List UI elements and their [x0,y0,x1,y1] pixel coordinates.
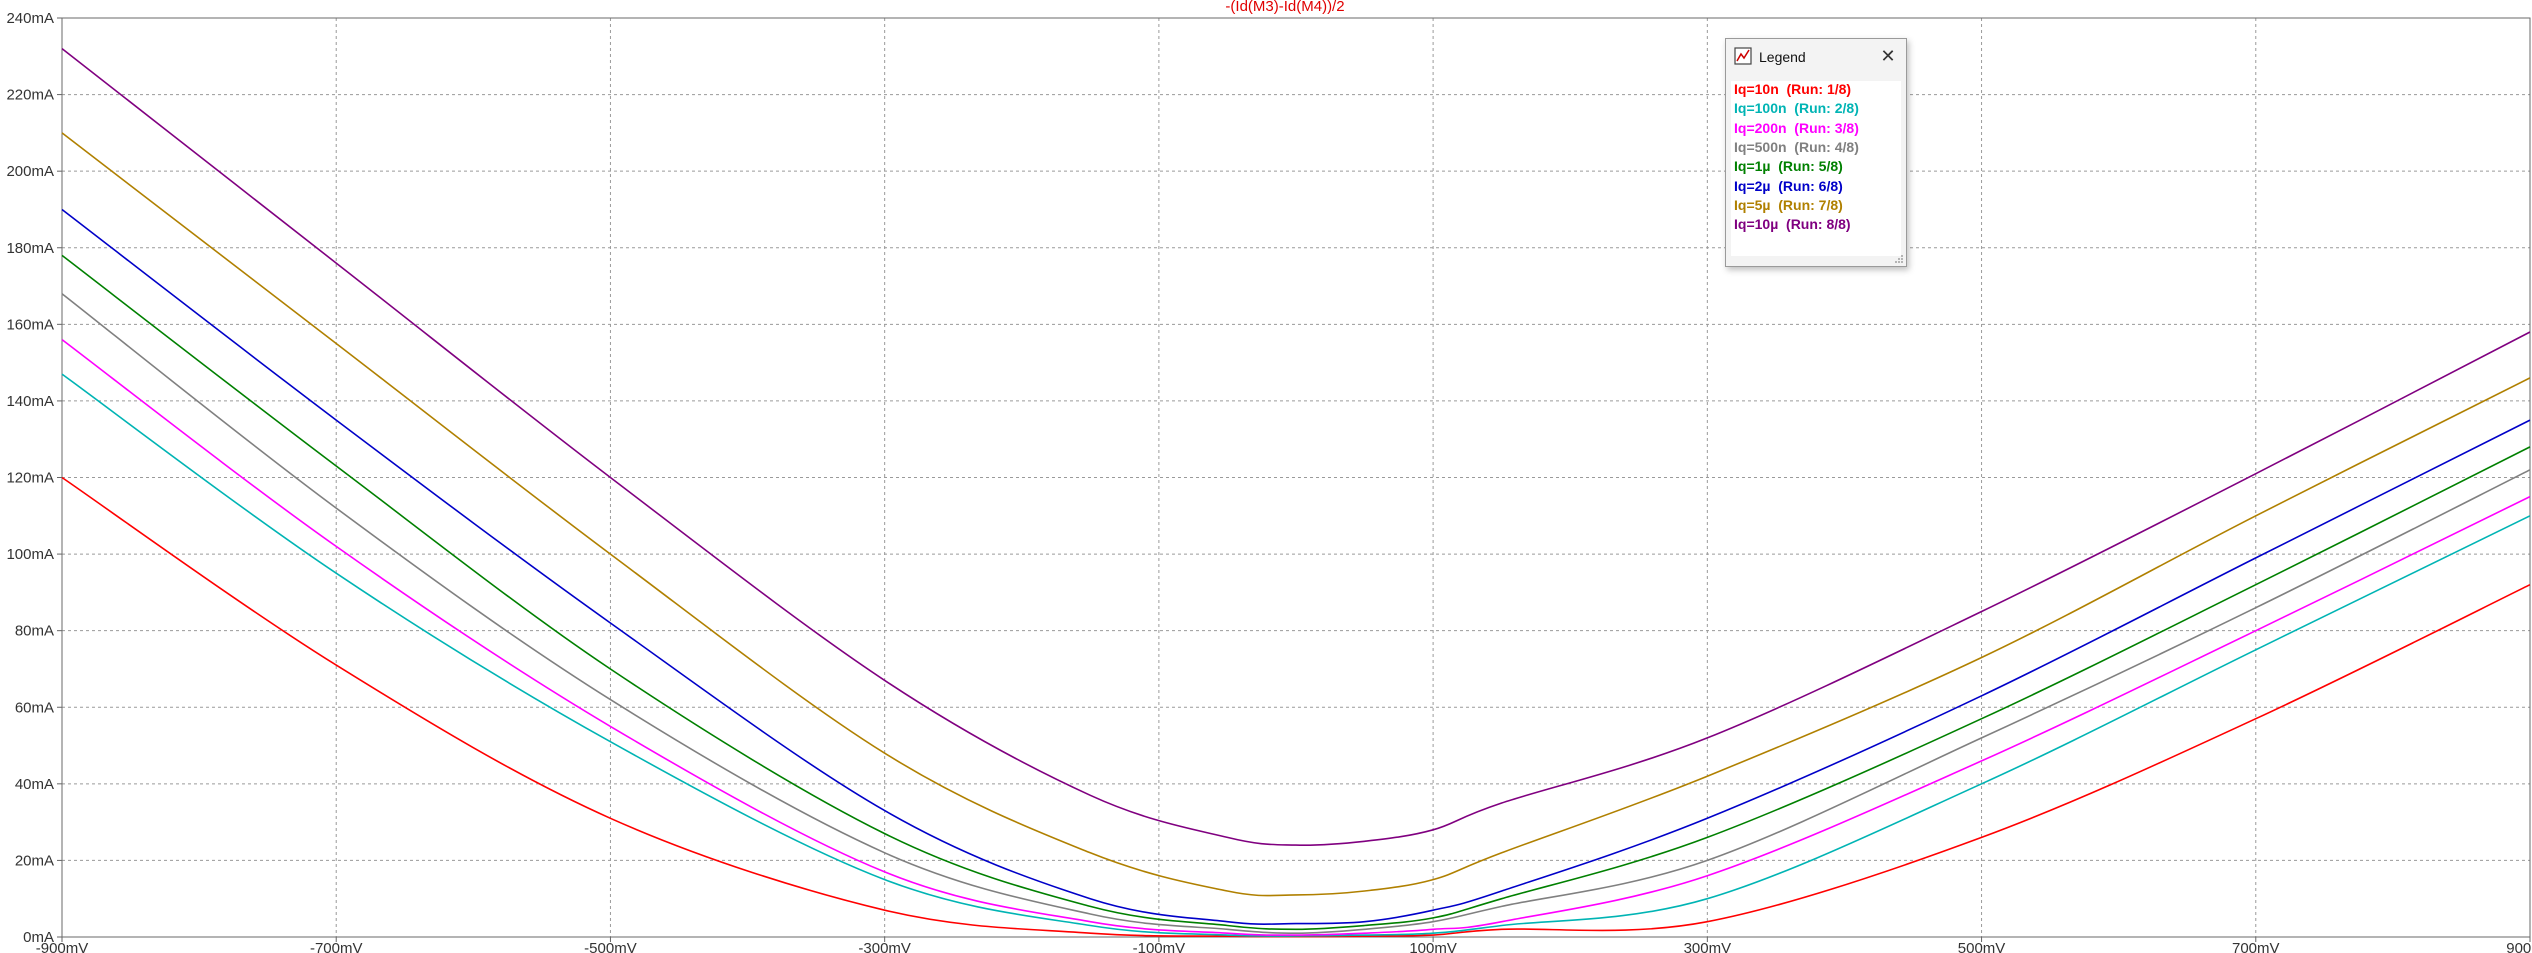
legend-icon [1734,47,1752,65]
legend-item[interactable]: Iq=1µ (Run: 5/8) [1734,158,1843,175]
legend-item[interactable]: Iq=5µ (Run: 7/8) [1734,196,1843,213]
series-line-4[interactable] [61,293,2531,935]
x-tick-label: -100mV [1133,940,1186,953]
close-icon[interactable]: ✕ [1880,46,1896,66]
x-tick-label: 300mV [1684,940,1732,953]
series-group [61,47,2531,938]
x-tick-label: -900mV [36,940,89,953]
legend-item[interactable]: Iq=200n (Run: 3/8) [1734,119,1859,136]
series-line-3[interactable] [61,338,2531,936]
y-tick-label: 120mA [6,470,54,487]
chart-title: -(Id(M3)-Id(M4))/2 [1225,0,1344,15]
y-tick-label: 60mA [15,699,54,716]
y-tick-label: 240mA [6,10,54,27]
x-tick-label: 500mV [1958,940,2006,953]
legend-item[interactable]: Iq=500n (Run: 4/8) [1734,138,1859,155]
series-line-6[interactable] [61,208,2531,925]
legend-item[interactable]: Iq=2µ (Run: 6/8) [1734,177,1843,194]
series-line-7[interactable] [61,132,2531,897]
y-tick-label: 160mA [6,316,54,333]
series-line-8[interactable] [61,47,2531,847]
x-tick-label: 900mV [2506,940,2532,953]
y-tick-label: 20mA [15,852,54,869]
legend-title: Legend [1759,49,1806,65]
legend-titlebar[interactable]: Legend ✕ [1726,39,1906,73]
y-tick-label: 180mA [6,240,54,257]
y-tick-label: 140mA [6,393,54,410]
series-line-1[interactable] [61,476,2531,938]
y-axis-ticks: 0mA 20mA 40mA 60mA 80mA 100mA 120mA 140mA 160mA 1… [6,10,62,946]
x-tick-label: -500mV [584,940,637,953]
legend-window[interactable]: Legend ✕ Iq=10n (Run: 1/8) Iq=100n (Run: … [1725,38,1907,267]
legend-item[interactable]: Iq=10µ (Run: 8/8) [1734,216,1851,233]
x-axis-ticks: -900mV -700mV -500mV -300mV -100mV 100mV 300mV… [36,937,2532,953]
y-tick-label: 220mA [6,87,54,104]
legend-item[interactable]: Iq=10n (Run: 1/8) [1734,81,1852,97]
plot-frame-border [61,17,2531,938]
plot-frame [61,17,2531,938]
series-line-5[interactable] [61,254,2531,931]
legend-item[interactable]: Iq=100n (Run: 2/8) [1734,100,1859,117]
series-line-2[interactable] [61,373,2531,937]
x-tick-label: 700mV [2232,940,2280,953]
x-tick-label: -700mV [310,940,363,953]
y-tick-label: 40mA [15,776,54,793]
y-tick-label: 200mA [6,163,54,180]
x-tick-label: -300mV [858,940,911,953]
grid [62,18,2530,937]
x-tick-label: 100mV [1409,940,1457,953]
y-tick-label: 0mA [23,929,54,946]
legend-list: Iq=10n (Run: 1/8) Iq=100n (Run: 2/8) Iq=20… [1731,81,1901,256]
resize-grip-icon[interactable] [1894,254,1904,264]
y-tick-label: 100mA [6,546,54,563]
y-tick-label: 80mA [15,623,54,640]
